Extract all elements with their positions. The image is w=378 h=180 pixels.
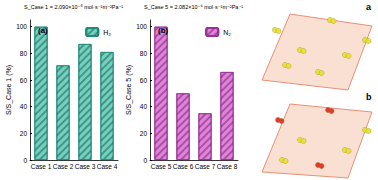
svg-text:0: 0 [143, 157, 147, 164]
svg-text:Case 2: Case 2 [53, 163, 74, 170]
svg-text:40: 40 [140, 103, 148, 110]
svg-text:40: 40 [20, 103, 28, 110]
svg-text:80: 80 [140, 50, 148, 57]
svg-text:N₂: N₂ [223, 29, 231, 36]
svg-text:S/S_Case 1 (%): S/S_Case 1 (%) [5, 65, 13, 115]
svg-text:60: 60 [20, 77, 28, 84]
svg-text:100: 100 [136, 23, 147, 30]
svg-text:H₂: H₂ [103, 29, 111, 36]
svg-text:0: 0 [23, 157, 27, 164]
svg-text:Case 3: Case 3 [75, 163, 96, 170]
svg-text:(a): (a) [38, 26, 48, 35]
svg-text:Case 4: Case 4 [97, 163, 118, 170]
svg-text:Case 1: Case 1 [31, 163, 52, 170]
svg-text:Case 6: Case 6 [173, 163, 194, 170]
svg-text:S/S_Case 5 (%): S/S_Case 5 (%) [125, 65, 133, 115]
svg-text:Case 7: Case 7 [195, 163, 216, 170]
svg-text:S_Case 5 = 2.082×10⁻⁶ mol·s⁻¹m: S_Case 5 = 2.082×10⁻⁶ mol·s⁻¹m⁻²Pa⁻¹ [144, 4, 243, 10]
svg-text:(b): (b) [158, 26, 169, 35]
svg-text:100: 100 [16, 23, 27, 30]
svg-text:20: 20 [20, 130, 28, 137]
svg-text:60: 60 [140, 77, 148, 84]
svg-text:Case 5: Case 5 [151, 163, 172, 170]
svg-text:20: 20 [140, 130, 148, 137]
svg-text:b: b [366, 92, 372, 102]
svg-text:80: 80 [20, 50, 28, 57]
svg-text:Case 8: Case 8 [217, 163, 238, 170]
svg-text:S_Case 1 = 2.090×10⁻⁵ mol·s⁻¹m: S_Case 1 = 2.090×10⁻⁵ mol·s⁻¹m⁻²Pa⁻¹ [24, 4, 123, 10]
svg-text:a: a [366, 2, 372, 12]
